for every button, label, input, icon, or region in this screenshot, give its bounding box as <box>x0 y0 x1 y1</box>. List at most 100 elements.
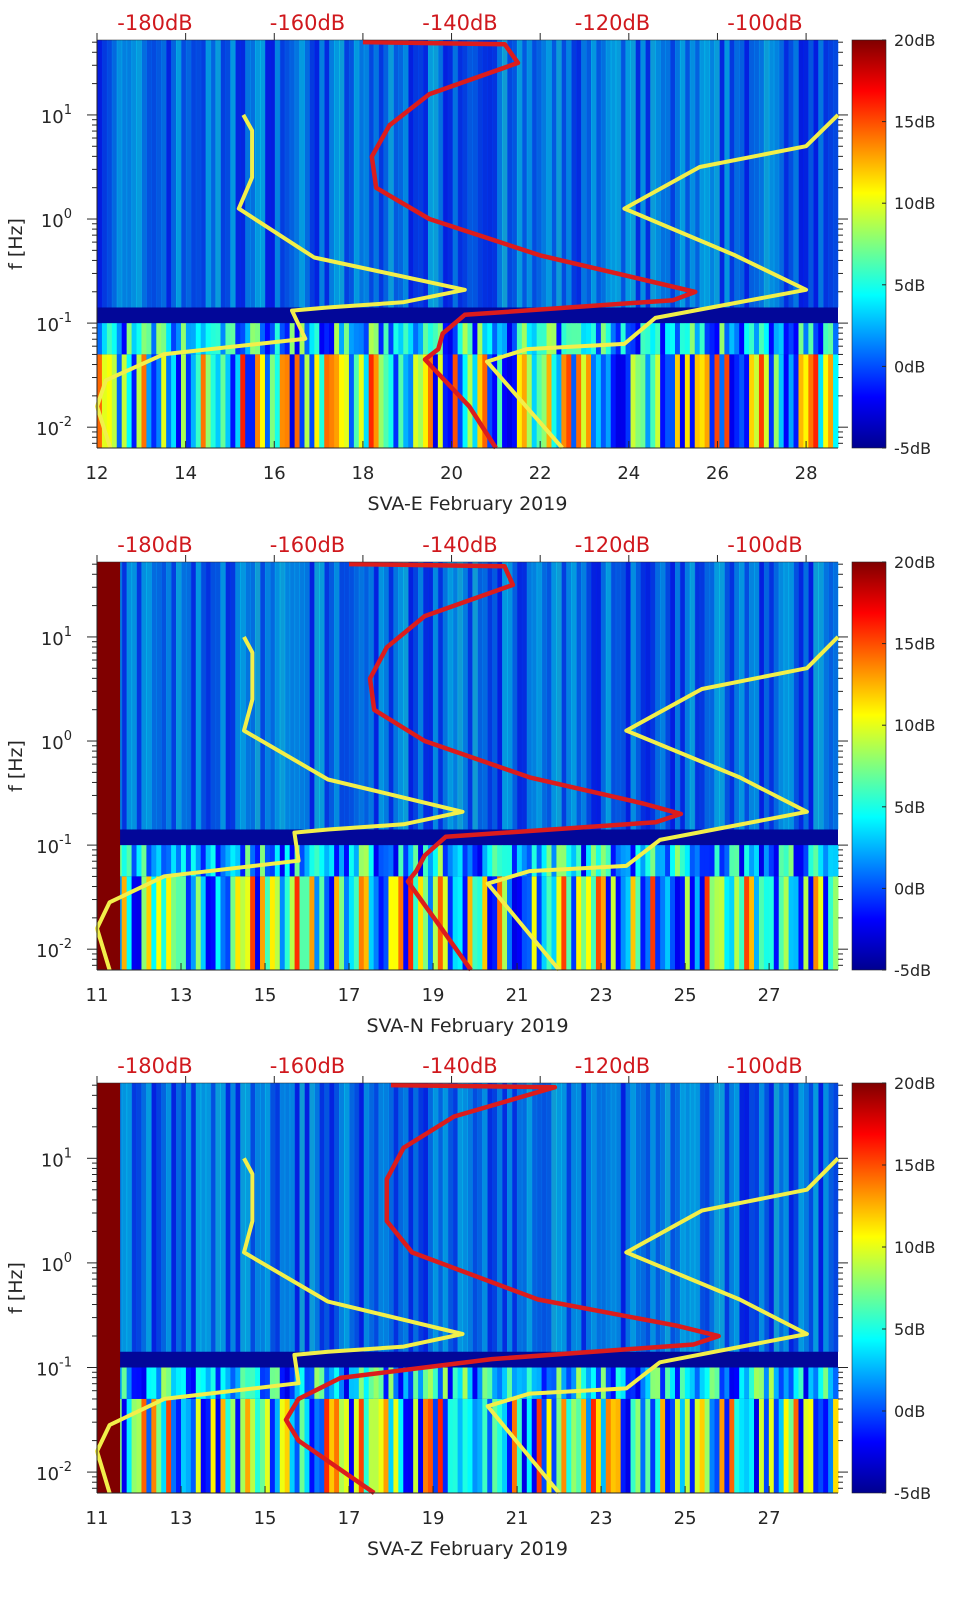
spectrogram-cell <box>388 1398 394 1493</box>
spectrogram-cell <box>684 354 691 448</box>
spectrogram-cell <box>255 40 261 308</box>
spectrogram-cell <box>754 1367 760 1399</box>
spectrogram-cell <box>689 876 696 970</box>
spectrogram-cell <box>541 845 548 877</box>
spectrogram-cell <box>556 1367 562 1399</box>
spectrogram-cell <box>531 1398 538 1493</box>
spectrogram-cell <box>408 323 414 355</box>
spectrogram-cell <box>136 1083 142 1352</box>
spectrogram-cell <box>324 562 330 830</box>
spectrogram-cell <box>531 876 538 970</box>
spectrogram-cell <box>714 1398 720 1493</box>
spectrogram-cell <box>388 1083 394 1352</box>
spectrogram-cell <box>714 1367 720 1399</box>
spectrogram-cell <box>482 845 488 877</box>
spectrogram-cell <box>324 1398 330 1493</box>
spectrogram-cell <box>600 323 607 355</box>
spectrogram-cell <box>739 354 745 448</box>
spectrogram-cell <box>195 876 202 970</box>
spectrogram-cell <box>185 323 192 355</box>
spectrogram-cell <box>813 323 819 355</box>
spectrogram-cell <box>699 1398 706 1493</box>
spectrogram-cell <box>462 323 468 355</box>
spectrogram-cell <box>605 845 612 877</box>
spectrogram-cell <box>378 845 385 877</box>
spectrogram-cell <box>670 562 676 830</box>
spectrogram-cell <box>591 562 597 830</box>
y-tick-label: 10-1 <box>36 833 72 858</box>
spectrogram-cell <box>482 354 488 448</box>
noise-model-high-curve <box>485 635 840 972</box>
spectrogram-cell <box>180 845 187 877</box>
y-tick-base: 10 <box>36 1359 59 1380</box>
colorbar-label: 5dB <box>894 276 925 295</box>
spectrogram-cell <box>101 40 108 308</box>
spectrogram-cell <box>778 1398 785 1493</box>
spectrogram-cell <box>487 1367 493 1399</box>
spectrogram-cell <box>754 1398 760 1493</box>
spectrogram-cell <box>699 876 706 970</box>
spectrogram-cell <box>442 40 449 308</box>
spectrogram-cell <box>97 40 103 308</box>
spectrogram-cell <box>660 876 666 970</box>
spectrogram-cell <box>778 845 785 877</box>
spectrogram-cell <box>477 354 483 448</box>
spectrogram-cell <box>230 876 236 970</box>
spectrogram-cell <box>497 876 503 970</box>
spectrogram-cell <box>319 1083 325 1352</box>
spectrogram-cell <box>171 1083 177 1352</box>
spectrogram-cell <box>724 876 730 970</box>
spectrogram-cell <box>526 562 533 830</box>
spectrogram-cell <box>694 1398 701 1493</box>
colorbar <box>851 39 887 449</box>
spectrogram-cell <box>299 40 305 308</box>
spectrogram-cell <box>467 876 473 970</box>
spectrogram-cell <box>408 40 414 308</box>
spectrogram-cell <box>383 845 389 877</box>
spectrogram-cell <box>724 1367 730 1399</box>
spectrogram-cell <box>541 1398 548 1493</box>
y-tick-label: 101 <box>41 103 72 128</box>
y-tick-label: 10-1 <box>36 1355 72 1380</box>
spectrogram-cell <box>457 876 464 970</box>
spectrogram-cell <box>250 1367 256 1399</box>
noise-model-low-curve <box>95 635 465 971</box>
spectrogram-cell <box>650 845 656 877</box>
spectrogram-cell <box>477 876 483 970</box>
x-tick-label: 28 <box>795 463 818 484</box>
spectrogram-cell <box>121 876 128 970</box>
spectrogram-cell <box>566 1083 572 1352</box>
spectrogram-cell <box>803 1083 809 1352</box>
spectrogram-cell <box>472 845 478 877</box>
spectrogram-cell <box>620 40 627 308</box>
spectrogram-cell <box>230 323 236 355</box>
spectrogram-cell <box>674 323 681 355</box>
spectrogram-cell <box>645 876 651 970</box>
spectrogram-cell <box>763 1367 770 1399</box>
spectrogram-cell <box>264 40 271 308</box>
spectrogram-cell <box>561 1398 567 1493</box>
spectrogram-cell <box>403 876 409 970</box>
spectrogram-cell <box>418 1083 424 1352</box>
spectrogram-cell <box>709 1398 715 1493</box>
spectrogram-cell <box>462 1398 468 1493</box>
spectrogram-cell <box>729 562 735 830</box>
spectrogram-cell <box>324 40 330 308</box>
spectrogram-cell <box>457 845 464 877</box>
spectrogram-cell <box>274 845 281 877</box>
spectrogram-cell <box>398 40 404 308</box>
spectrogram-cell <box>576 40 582 308</box>
spectrogram-cell <box>556 562 562 830</box>
spectrogram-cell <box>744 1367 750 1399</box>
spectrogram-cell <box>714 354 720 448</box>
spectrogram-cell <box>793 876 799 970</box>
spectrogram-cell <box>758 354 765 448</box>
spectrogram-cell <box>497 323 503 355</box>
spectrogram-cell <box>823 354 829 448</box>
spectrogram-cell <box>185 354 192 448</box>
spectrogram-cell <box>655 1398 661 1493</box>
y-tick-exponent: 0 <box>64 729 72 744</box>
spectrogram-cell <box>319 354 325 448</box>
spectrogram-cell <box>591 845 597 877</box>
spectrogram-cell <box>492 1083 498 1352</box>
